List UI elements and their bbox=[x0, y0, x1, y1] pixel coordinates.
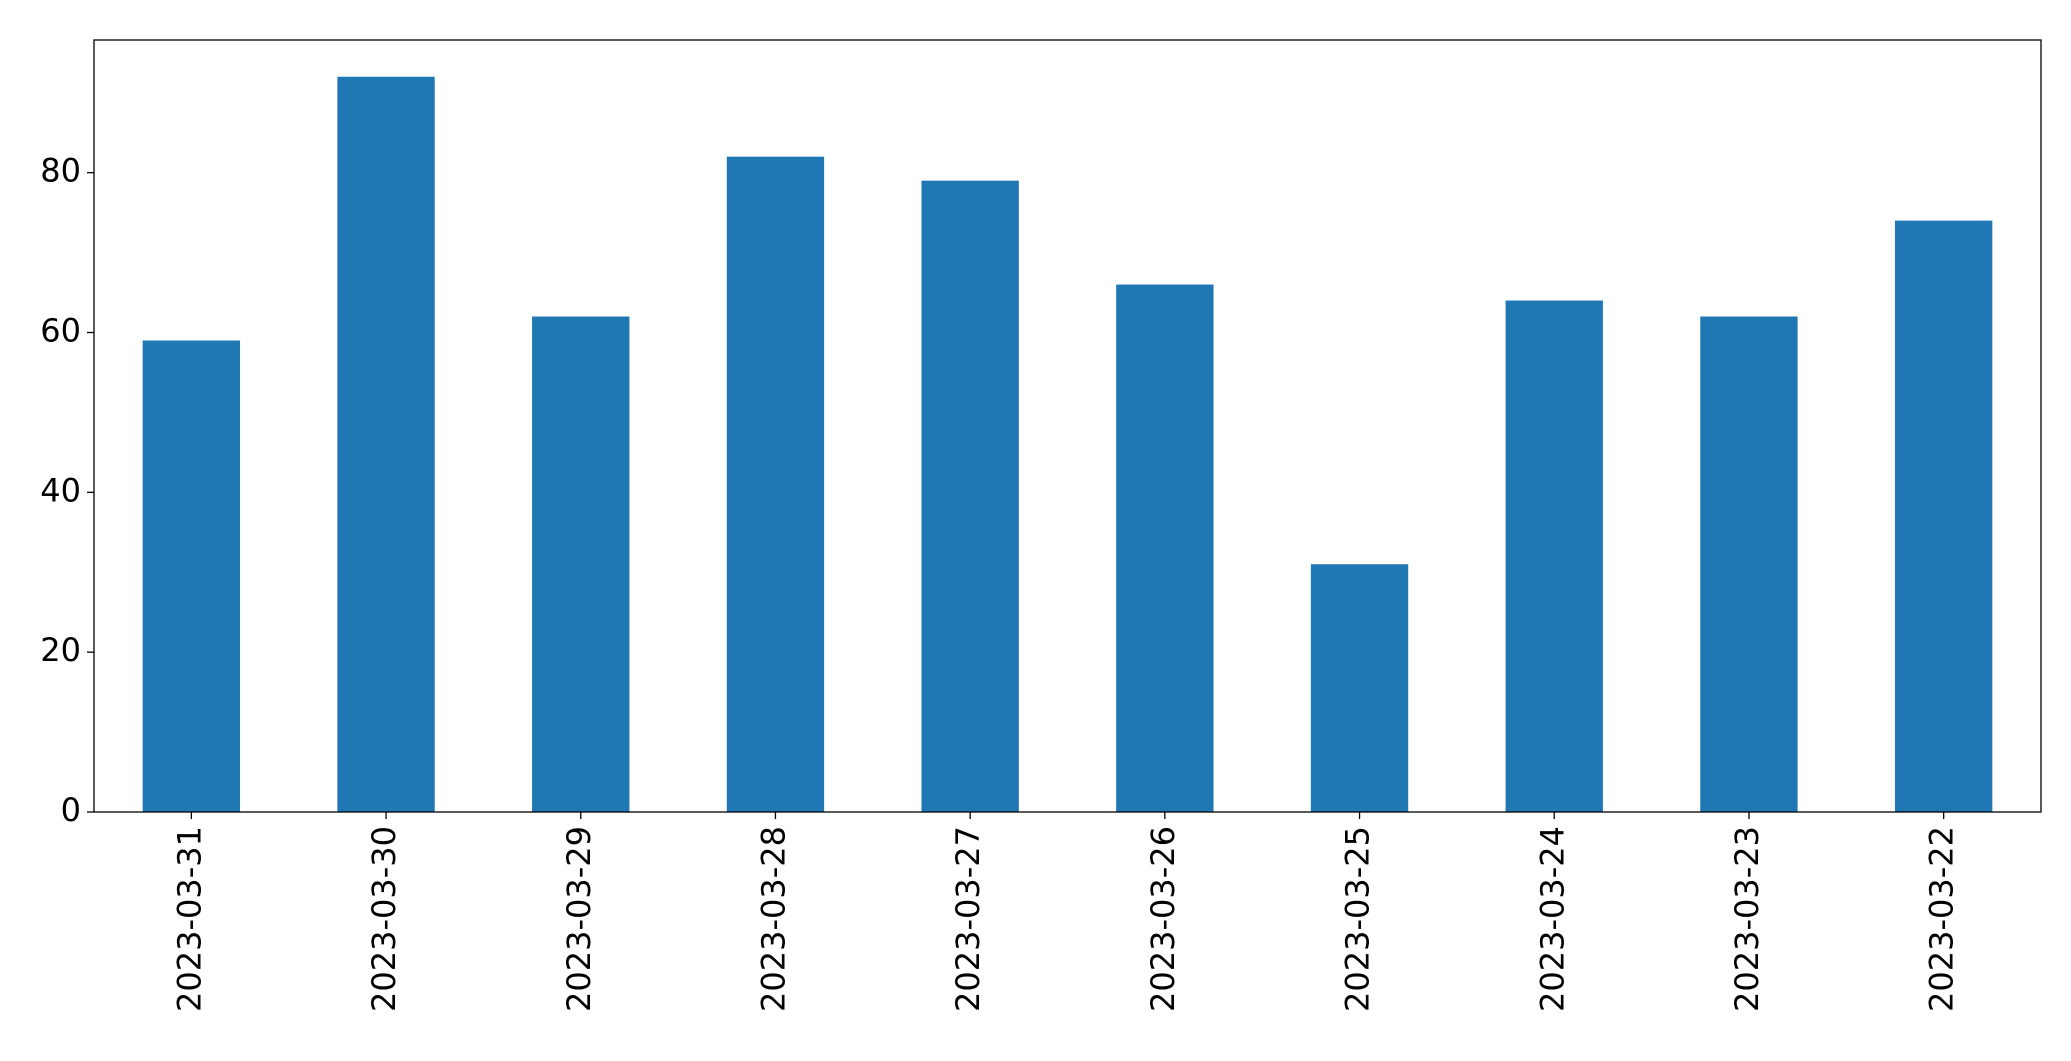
bar bbox=[337, 76, 435, 812]
x-tick-label: 2023-03-28 bbox=[754, 826, 792, 1012]
x-tick-label: 2023-03-25 bbox=[1339, 826, 1377, 1012]
y-tick-label: 20 bbox=[40, 631, 81, 669]
bar bbox=[532, 316, 630, 812]
bar bbox=[142, 340, 241, 812]
x-tick-label: 2023-03-24 bbox=[1533, 826, 1571, 1012]
x-tick-label: 2023-03-29 bbox=[560, 826, 598, 1012]
x-tick-label: 2023-03-22 bbox=[1923, 826, 1961, 1012]
x-tick-label: 2023-03-26 bbox=[1144, 826, 1182, 1012]
x-tick-label: 2023-03-27 bbox=[949, 826, 987, 1012]
y-tick-label: 40 bbox=[40, 471, 81, 509]
plot-frame bbox=[93, 39, 2042, 813]
bar bbox=[1700, 316, 1798, 812]
bar bbox=[726, 156, 825, 813]
x-tick-label: 2023-03-30 bbox=[365, 826, 403, 1012]
bar bbox=[921, 180, 1019, 813]
bar bbox=[1310, 564, 1409, 812]
x-tick-label: 2023-03-23 bbox=[1728, 826, 1766, 1012]
bar bbox=[1894, 220, 1993, 812]
x-tick-label: 2023-03-31 bbox=[170, 826, 208, 1012]
bar bbox=[1505, 300, 1603, 812]
y-tick-label: 80 bbox=[40, 152, 81, 190]
y-tick-label: 0 bbox=[61, 791, 81, 829]
y-tick-label: 60 bbox=[40, 311, 81, 349]
bar bbox=[1116, 284, 1214, 812]
